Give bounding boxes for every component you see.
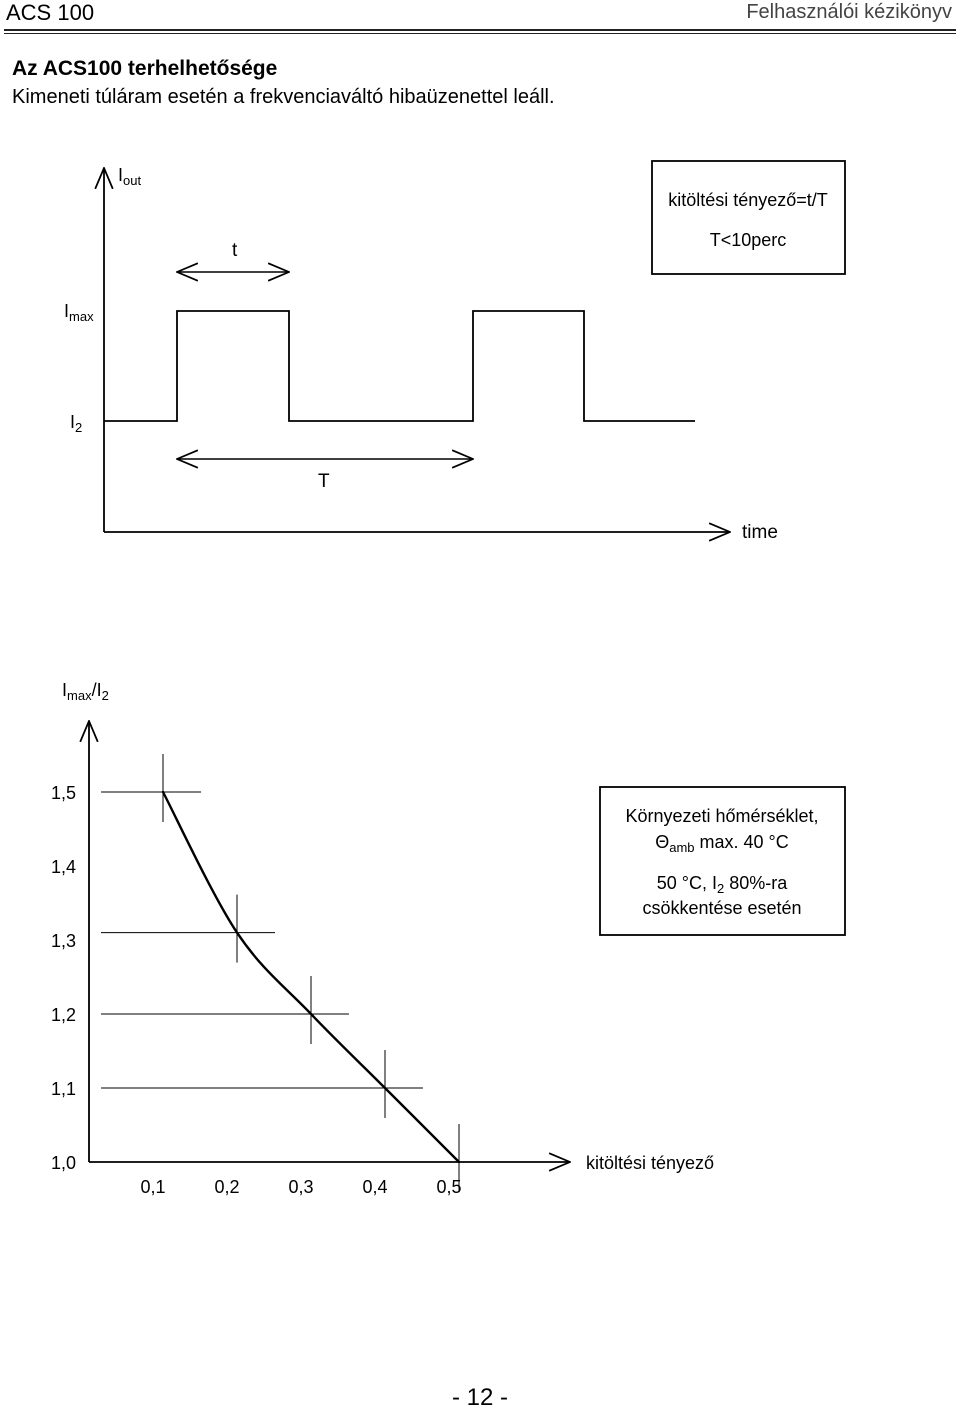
x-tick-label: 0,3 bbox=[288, 1177, 313, 1197]
curve-point bbox=[309, 1012, 313, 1016]
curve-point bbox=[383, 1086, 387, 1090]
current-waveform bbox=[104, 310, 695, 422]
y-tick-label: 1,3 bbox=[51, 931, 76, 951]
duty-cycle-definition-box bbox=[651, 160, 846, 275]
header-manual-title: Felhasználói kézikönyv bbox=[746, 1, 952, 23]
fig1-x-axis-label: time bbox=[742, 522, 778, 543]
fig1-y-axis-label: Iout bbox=[118, 165, 141, 188]
period-limit: T<10perc bbox=[710, 230, 787, 250]
fig2-vertical-guides bbox=[162, 754, 460, 1192]
header-manual-code: ACS 100 bbox=[6, 0, 95, 25]
y-tick-label: 1,0 bbox=[51, 1153, 76, 1173]
fig2-x-tick-labels: 0,1 0,2 0,3 0,4 0,5 bbox=[140, 1177, 461, 1197]
duty-cycle-formula: kitöltési tényező=t/T bbox=[668, 190, 828, 210]
y-tick-label: 1,2 bbox=[51, 1005, 76, 1025]
y-tick-label: 1,4 bbox=[51, 857, 76, 877]
x-tick-label: 0,2 bbox=[214, 1177, 239, 1197]
y-tick-label: 1,5 bbox=[51, 783, 76, 803]
fig2-horizontal-guides bbox=[101, 791, 423, 1089]
header-divider bbox=[4, 29, 956, 31]
pulse-width-label: t bbox=[232, 240, 238, 261]
ambient-note-line1: Környezeti hőmérséklet, bbox=[625, 806, 818, 826]
period-label: T bbox=[318, 471, 330, 492]
figures-canvas: Iout Imax I2 t T time kitöltési tényező=… bbox=[51, 160, 846, 1197]
ambient-temperature-note-box bbox=[599, 786, 846, 936]
x-tick-label: 0,5 bbox=[436, 1177, 461, 1197]
curve-point bbox=[235, 931, 239, 934]
overload-curve-points bbox=[161, 790, 461, 1164]
overload-chart: Imax/I2 1,01,11,21,31,41,5 0,1 0,2 0,3 0,4 0… bbox=[51, 680, 846, 1197]
x-tick-label: 0,1 bbox=[140, 1177, 165, 1197]
ambient-note-line2: Θamb max. 40 °C bbox=[655, 832, 789, 855]
section-subtitle: Kimeneti túláram esetén a frekvenciavált… bbox=[12, 86, 555, 108]
ambient-note-line3: 50 °C, I2 80%-ra bbox=[657, 873, 788, 896]
fig2-y-axis-label: Imax/I2 bbox=[62, 680, 109, 703]
ambient-note-line4: csökkentése esetén bbox=[642, 898, 801, 918]
page-number: - 12 - bbox=[451, 1384, 508, 1411]
curve-point bbox=[161, 790, 165, 794]
x-tick-label: 0,4 bbox=[362, 1177, 387, 1197]
curve-point bbox=[457, 1160, 461, 1164]
y-tick-label: 1,1 bbox=[51, 1079, 76, 1099]
i2-level-label: I2 bbox=[70, 412, 82, 435]
header-divider-thin bbox=[4, 33, 956, 34]
fig2-y-tick-labels: 1,0 1,1 1,2 1,3 1,4 1,5 bbox=[51, 783, 76, 1173]
imax-level-label: Imax bbox=[64, 301, 94, 324]
section-title: Az ACS100 terhelhetősége bbox=[12, 57, 278, 80]
duty-cycle-diagram: Iout Imax I2 t T time kitöltési tényező=… bbox=[64, 160, 846, 543]
fig2-x-axis-label: kitöltési tényező bbox=[586, 1153, 714, 1173]
